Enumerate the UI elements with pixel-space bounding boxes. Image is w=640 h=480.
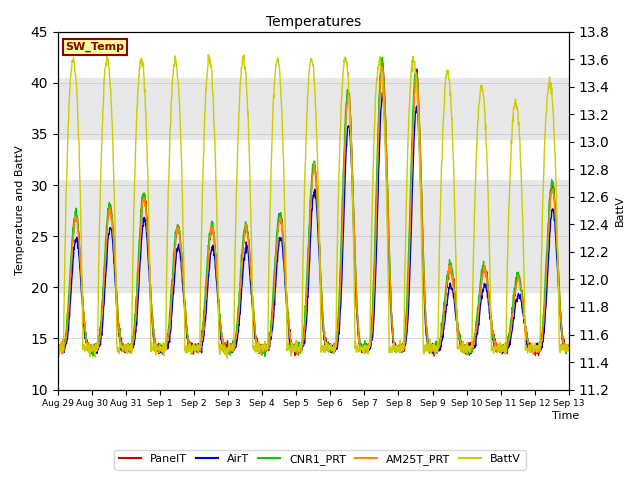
- X-axis label: Time: Time: [552, 411, 579, 421]
- Title: Temperatures: Temperatures: [266, 15, 361, 29]
- Legend: PanelT, AirT, CNR1_PRT, AM25T_PRT, BattV: PanelT, AirT, CNR1_PRT, AM25T_PRT, BattV: [115, 450, 525, 469]
- Y-axis label: BattV: BattV: [615, 195, 625, 226]
- Y-axis label: Temperature and BattV: Temperature and BattV: [15, 146, 25, 276]
- Bar: [58, 78, 569, 139]
- Bar: [58, 180, 569, 292]
- Text: SW_Temp: SW_Temp: [65, 41, 125, 52]
